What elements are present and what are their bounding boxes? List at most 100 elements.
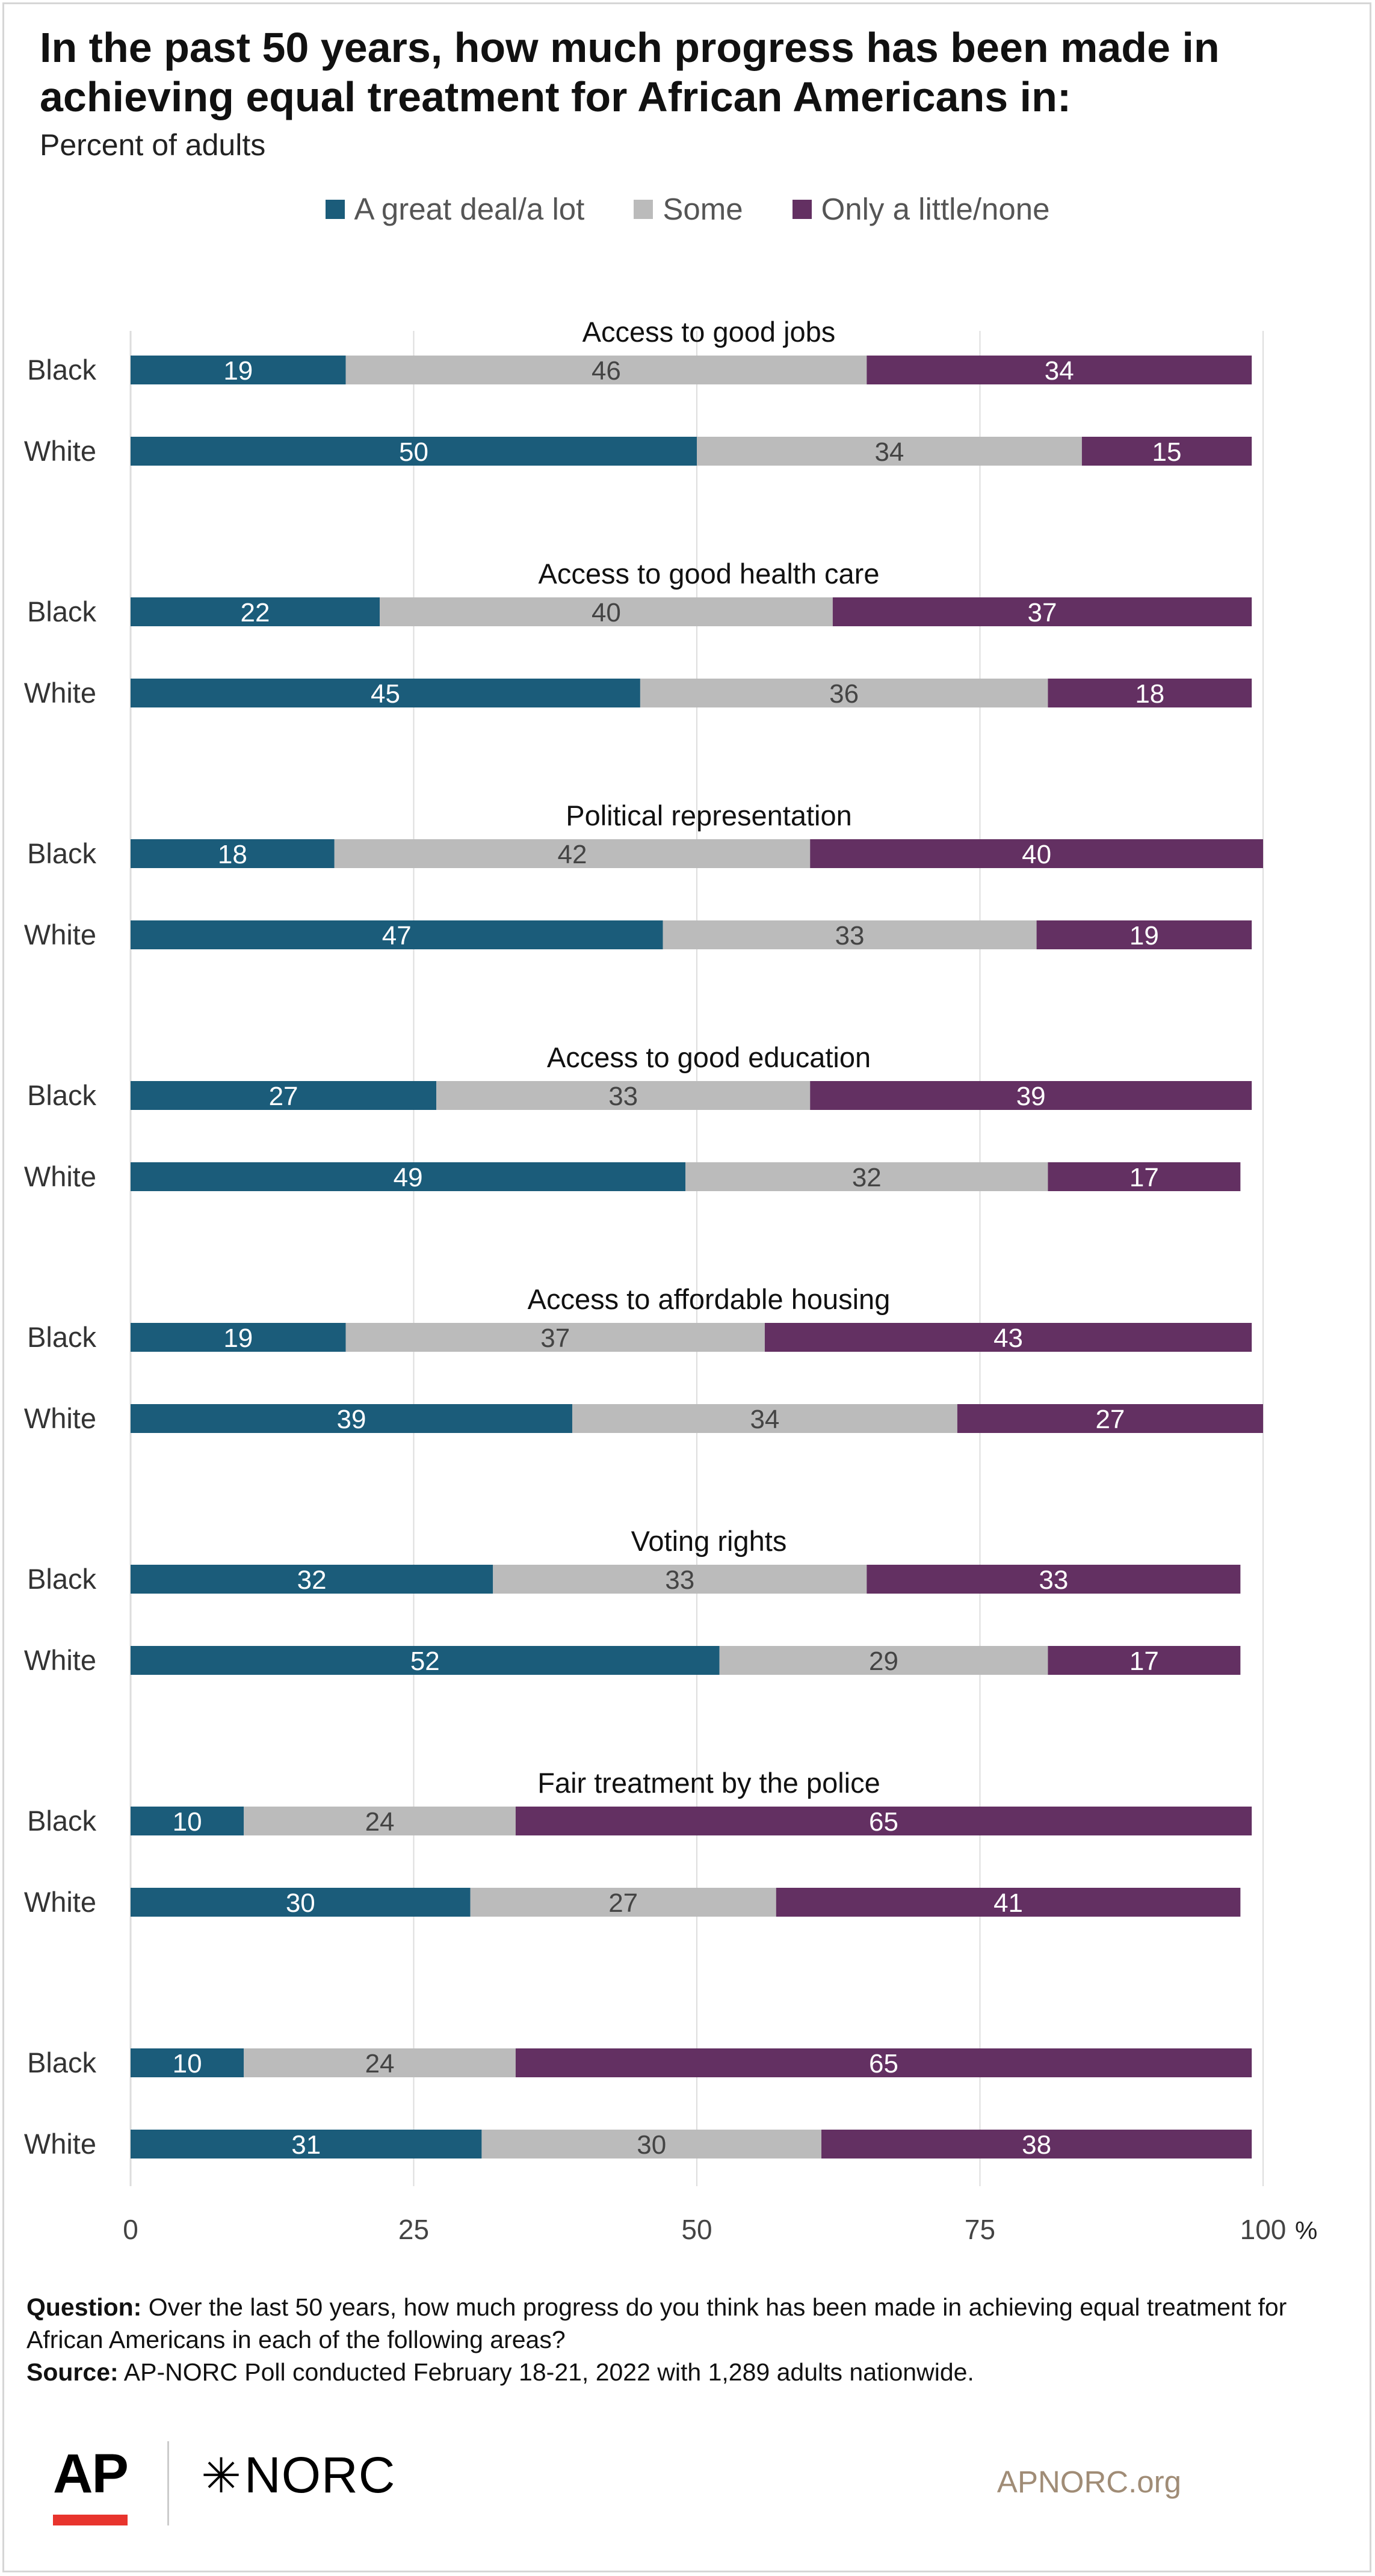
bar-value-label-5-0-1: 33 bbox=[665, 1565, 694, 1595]
logo-divider bbox=[167, 2441, 169, 2525]
x-axis-unit: % bbox=[1295, 2216, 1317, 2245]
row-label-6-0: Black bbox=[27, 1805, 96, 1837]
bar-segment-6-1-1 bbox=[470, 1888, 776, 1917]
bar-segment-0-0-1 bbox=[345, 356, 867, 384]
legend-label-0: A great deal/a lot bbox=[354, 192, 585, 226]
bar-segment-6-1-0 bbox=[131, 1888, 471, 1917]
row-label-6-1: White bbox=[24, 1886, 96, 1918]
bar-segment-7-1-0 bbox=[131, 2130, 482, 2158]
site-link[interactable]: APNORC.org bbox=[996, 2465, 1181, 2499]
bar-value-label-0-0-1: 46 bbox=[592, 356, 621, 386]
bar-segment-6-0-2 bbox=[515, 1807, 1252, 1835]
norc-logo-text: NORC bbox=[244, 2447, 396, 2503]
asterisk-star-icon: ✳ bbox=[201, 2449, 243, 2503]
x-tick-label-4: 100 bbox=[1240, 2214, 1287, 2245]
bar-segment-3-1-0 bbox=[131, 1162, 686, 1191]
legend-swatch-0 bbox=[325, 199, 345, 219]
bar-segment-5-0-2 bbox=[867, 1565, 1241, 1594]
bar-value-label-3-1-0: 49 bbox=[394, 1163, 423, 1192]
group-title-6: Fair treatment by the police bbox=[537, 1767, 880, 1799]
bar-value-label-4-0-1: 37 bbox=[540, 1323, 570, 1353]
legend-label-1: Some bbox=[663, 192, 743, 226]
bar-segment-7-0-2 bbox=[515, 2048, 1252, 2077]
source-label: Source: bbox=[26, 2358, 119, 2386]
logo-bar: AP ✳NORC APNORC.org bbox=[0, 2430, 1375, 2533]
bar-value-label-0-0-0: 19 bbox=[223, 356, 253, 386]
bar-value-label-6-1-0: 30 bbox=[286, 1888, 315, 1918]
bar-segment-0-1-0 bbox=[131, 437, 697, 466]
bar-segment-5-0-0 bbox=[131, 1565, 493, 1594]
bar-value-label-2-0-1: 42 bbox=[558, 840, 587, 869]
bar-segment-2-0-1 bbox=[334, 839, 811, 868]
row-label-2-1: White bbox=[24, 919, 96, 951]
row-label-1-0: Black bbox=[27, 596, 96, 627]
bar-segment-0-0-0 bbox=[131, 356, 346, 384]
row-label-3-0: Black bbox=[27, 1079, 96, 1111]
bar-value-label-6-1-1: 27 bbox=[608, 1888, 638, 1918]
bar-value-label-7-1-1: 30 bbox=[637, 2130, 666, 2160]
bar-value-label-1-1-2: 18 bbox=[1135, 679, 1164, 709]
bar-value-label-1-0-1: 40 bbox=[592, 598, 621, 627]
row-label-4-1: White bbox=[24, 1402, 96, 1434]
bar-value-label-3-1-2: 17 bbox=[1129, 1163, 1159, 1192]
x-tick-label-1: 25 bbox=[398, 2214, 429, 2245]
x-tick-label-3: 75 bbox=[965, 2214, 995, 2245]
legend-item-1: Some bbox=[634, 191, 743, 227]
bar-value-label-3-0-0: 27 bbox=[269, 1082, 298, 1111]
bar-segment-2-1-1 bbox=[663, 920, 1037, 949]
bar-segment-7-0-1 bbox=[244, 2048, 516, 2077]
bar-segment-4-0-0 bbox=[131, 1323, 346, 1352]
row-label-7-0: Black bbox=[27, 2047, 96, 2078]
bar-segment-6-1-2 bbox=[776, 1888, 1241, 1917]
bar-segment-1-0-1 bbox=[380, 597, 833, 626]
bar-value-label-1-0-2: 37 bbox=[1028, 598, 1057, 627]
bar-value-label-2-0-0: 18 bbox=[218, 840, 247, 869]
row-label-2-0: Black bbox=[27, 837, 96, 869]
row-label-0-1: White bbox=[24, 435, 96, 467]
bar-value-label-4-1-2: 27 bbox=[1095, 1405, 1125, 1434]
stacked-bar-chart: 0 25 50 75 100 % Access to good jobs Black 19 46 3… bbox=[24, 316, 1318, 2245]
bar-value-label-5-1-0: 52 bbox=[410, 1647, 440, 1676]
question-text: Over the last 50 years, how much progres… bbox=[26, 2293, 1287, 2353]
bar-value-label-7-1-2: 38 bbox=[1022, 2130, 1051, 2160]
bar-value-label-2-0-2: 40 bbox=[1022, 840, 1051, 869]
bar-segment-1-0-2 bbox=[832, 597, 1252, 626]
source-note: Source: AP-NORC Poll conducted February … bbox=[26, 2356, 1350, 2388]
question-label: Question: bbox=[26, 2293, 142, 2321]
group-title-2: Political representation bbox=[566, 800, 852, 831]
row-label-1-1: White bbox=[24, 677, 96, 709]
x-tick-label-0: 0 bbox=[123, 2214, 138, 2245]
question-note: Question: Over the last 50 years, how mu… bbox=[26, 2291, 1350, 2356]
footer-notes: Question: Over the last 50 years, how mu… bbox=[26, 2291, 1350, 2388]
legend-swatch-1 bbox=[634, 199, 654, 219]
bar-segment-2-0-0 bbox=[131, 839, 335, 868]
bar-segment-0-0-2 bbox=[867, 356, 1252, 384]
bar-value-label-4-1-1: 34 bbox=[750, 1405, 779, 1434]
bar-segment-6-0-0 bbox=[131, 1807, 244, 1835]
legend: A great deal/a lot Some Only a little/none bbox=[0, 191, 1375, 227]
ap-logo-underline bbox=[53, 2515, 128, 2525]
bar-value-label-0-1-1: 34 bbox=[874, 437, 904, 467]
bar-value-label-3-1-1: 32 bbox=[852, 1163, 882, 1192]
group-title-4: Access to affordable housing bbox=[528, 1283, 891, 1315]
bar-segment-3-1-2 bbox=[1048, 1162, 1241, 1191]
group-title-5: Voting rights bbox=[631, 1525, 787, 1557]
bar-segment-4-1-0 bbox=[131, 1404, 572, 1433]
bar-segment-5-1-1 bbox=[719, 1646, 1048, 1675]
row-label-5-0: Black bbox=[27, 1563, 96, 1595]
bar-segment-5-0-1 bbox=[493, 1565, 867, 1594]
norc-logo: ✳NORC bbox=[201, 2446, 395, 2504]
bar-value-label-1-0-0: 22 bbox=[241, 598, 270, 627]
bar-segment-5-1-0 bbox=[131, 1646, 720, 1675]
bar-value-label-5-1-1: 29 bbox=[869, 1647, 898, 1676]
bar-segment-3-0-2 bbox=[810, 1081, 1252, 1110]
bar-value-label-6-0-1: 24 bbox=[365, 1807, 395, 1837]
bar-segment-3-0-1 bbox=[436, 1081, 811, 1110]
group-title-1: Access to good health care bbox=[539, 558, 880, 590]
bar-segment-4-0-2 bbox=[764, 1323, 1252, 1352]
bar-segment-4-1-1 bbox=[572, 1404, 957, 1433]
bar-value-label-0-1-0: 50 bbox=[399, 437, 428, 467]
source-text: AP-NORC Poll conducted February 18-21, 2… bbox=[123, 2358, 974, 2386]
bar-value-label-5-1-2: 17 bbox=[1129, 1647, 1159, 1676]
chart-title: In the past 50 years, how much progress … bbox=[40, 24, 1220, 120]
